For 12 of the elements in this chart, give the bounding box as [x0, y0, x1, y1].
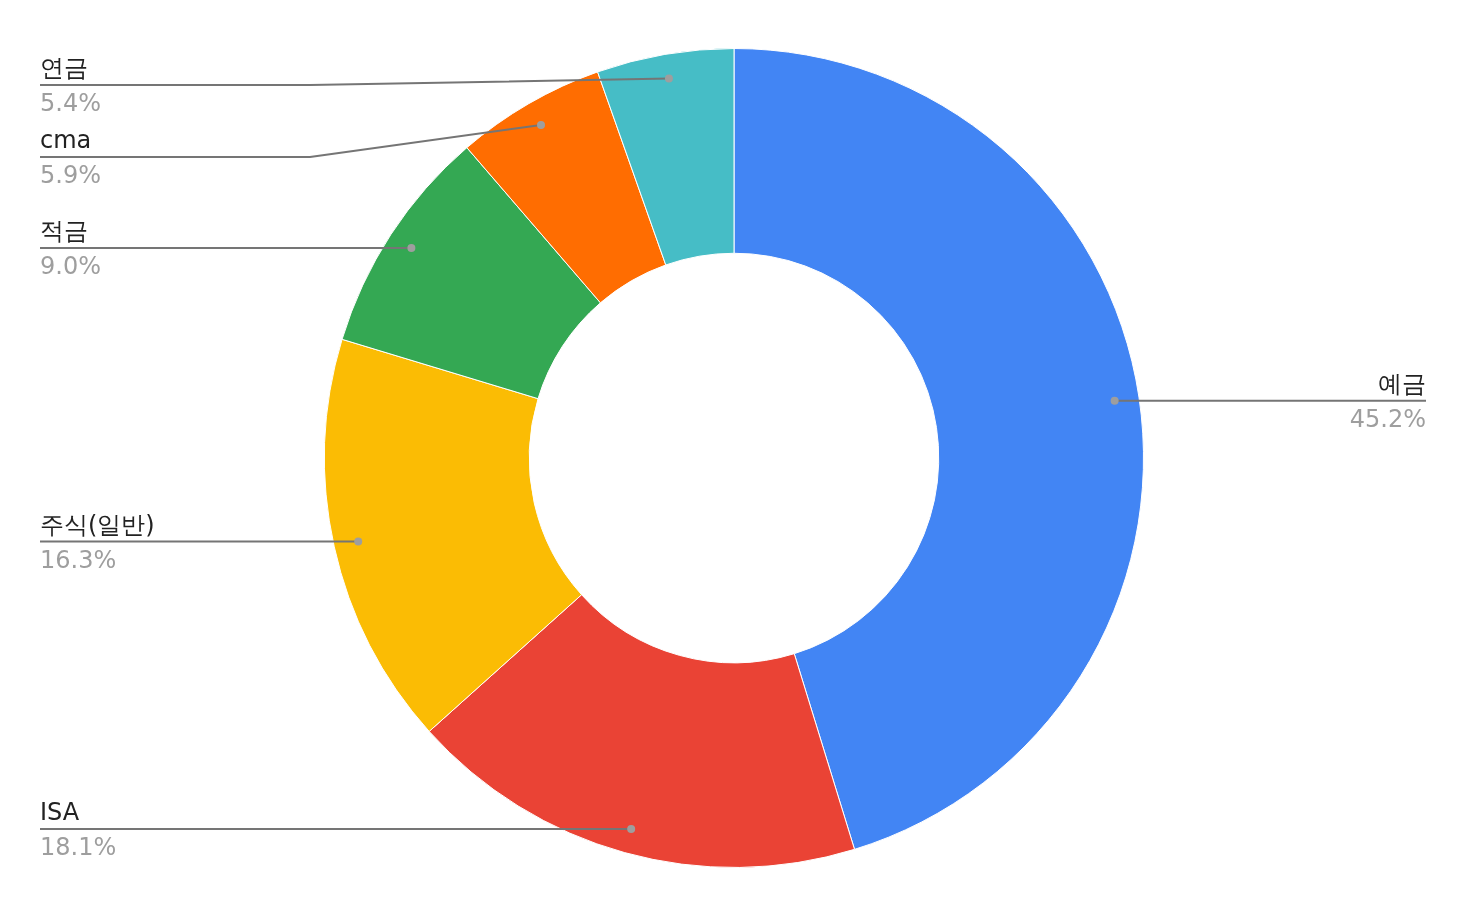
- data-label: 16.3%: [40, 545, 117, 574]
- data-label: 18.1%: [40, 833, 117, 862]
- slice-label: 예금: [1378, 369, 1426, 398]
- slice-label: 주식(일반): [40, 510, 155, 539]
- data-label: 9.0%: [40, 252, 101, 281]
- slice-label: 연금: [40, 54, 88, 83]
- data-label: 45.2%: [1349, 404, 1426, 433]
- data-label: 5.4%: [40, 89, 101, 118]
- data-label: 5.9%: [40, 161, 101, 190]
- slice-label: 적금: [40, 217, 88, 246]
- slice-label: cma: [40, 126, 92, 155]
- slice-label: ISA: [40, 798, 80, 827]
